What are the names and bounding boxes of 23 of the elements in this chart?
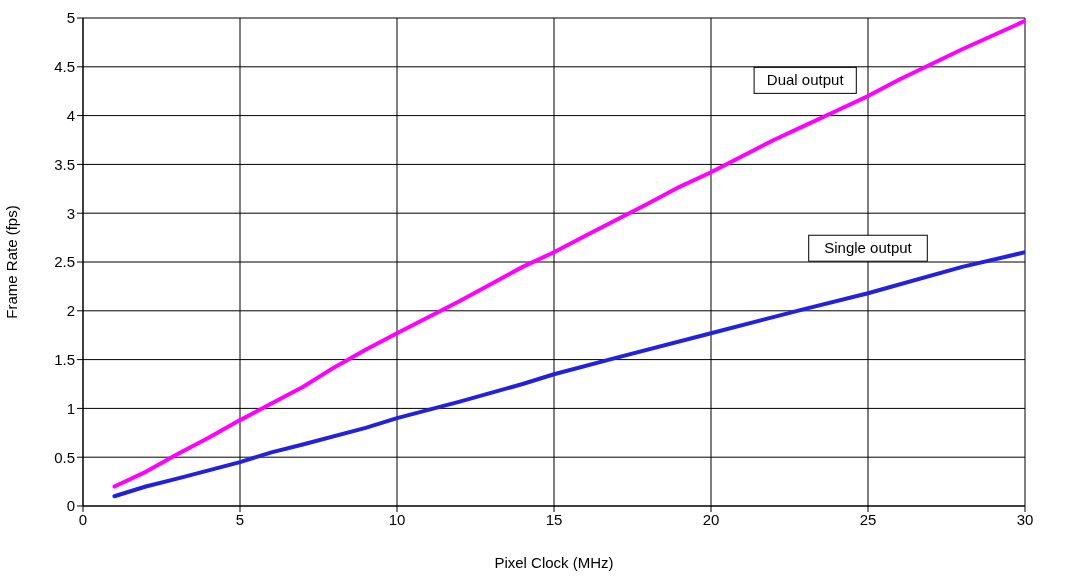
- y-tick-label: 1: [66, 399, 75, 417]
- x-axis-title: Pixel Clock (MHz): [494, 554, 614, 571]
- y-tick-label: 5: [66, 9, 75, 27]
- y-tick-label: 3.5: [54, 155, 75, 173]
- y-tick-label: 0: [66, 497, 75, 515]
- series-label: Dual output: [766, 71, 845, 89]
- y-tick-label: 2.5: [54, 253, 75, 271]
- y-tick-label: 4: [66, 106, 75, 124]
- y-tick-label: 0.5: [54, 448, 75, 466]
- y-tick-label: 4.5: [54, 58, 75, 76]
- y-tick-label: 1.5: [54, 350, 75, 368]
- x-tick-label: 30: [1016, 510, 1034, 528]
- y-tick-label: 2: [66, 302, 75, 320]
- line-series: [112, 18, 1025, 489]
- x-tick-label: 15: [545, 510, 563, 528]
- x-tick-label: 20: [702, 510, 720, 528]
- x-tick-label: 25: [859, 510, 877, 528]
- y-axis-title: Frame Rate (fps): [3, 205, 21, 319]
- y-tick-label: 3: [66, 204, 75, 222]
- series-label: Single output: [824, 239, 913, 257]
- x-tick-label: 0: [78, 510, 88, 528]
- x-tick-label: 5: [235, 510, 245, 528]
- x-tick-label: 10: [388, 510, 406, 528]
